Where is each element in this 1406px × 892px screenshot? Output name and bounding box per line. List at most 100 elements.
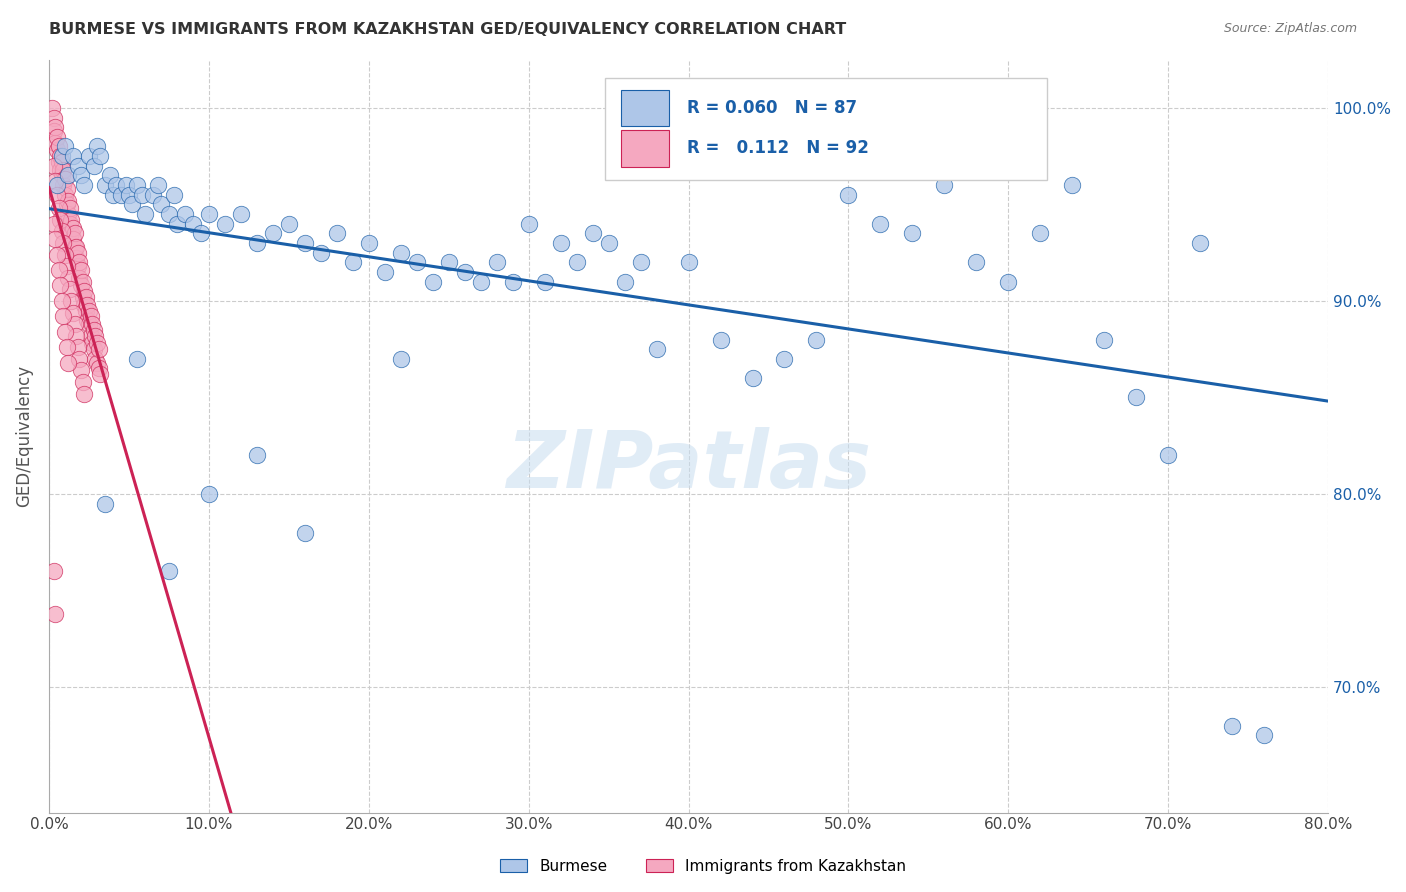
- Point: [517, 217, 540, 231]
- Point: [73, 298, 96, 312]
- Point: [51, 169, 73, 183]
- Point: [53, 325, 76, 339]
- Y-axis label: GED/Equivalency: GED/Equivalency: [15, 365, 32, 508]
- Point: [1157, 449, 1180, 463]
- Point: [73, 178, 96, 192]
- Point: [42, 124, 65, 138]
- Point: [66, 245, 89, 260]
- Point: [437, 255, 460, 269]
- Point: [46, 144, 69, 158]
- Point: [110, 187, 132, 202]
- Point: [198, 487, 221, 501]
- Point: [67, 270, 90, 285]
- Point: [309, 245, 332, 260]
- Point: [76, 313, 98, 327]
- Point: [82, 317, 104, 331]
- Point: [84, 328, 107, 343]
- Point: [294, 235, 316, 250]
- Point: [66, 259, 89, 273]
- Point: [73, 285, 96, 299]
- Point: [1029, 227, 1052, 241]
- Point: [121, 197, 143, 211]
- Point: [1220, 719, 1243, 733]
- Point: [357, 235, 380, 250]
- Point: [86, 336, 108, 351]
- Point: [48, 139, 70, 153]
- Point: [645, 342, 668, 356]
- Point: [246, 235, 269, 250]
- Point: [56, 194, 79, 208]
- Point: [55, 340, 77, 354]
- Point: [62, 149, 84, 163]
- Point: [70, 278, 93, 293]
- Point: [44, 174, 66, 188]
- Point: [51, 155, 73, 169]
- Point: [146, 178, 169, 192]
- Point: [229, 207, 252, 221]
- Point: [51, 293, 73, 308]
- Point: [52, 310, 75, 324]
- Point: [67, 255, 90, 269]
- Point: [565, 255, 588, 269]
- Point: [42, 217, 65, 231]
- Point: [56, 207, 79, 221]
- Point: [342, 255, 364, 269]
- Point: [806, 333, 828, 347]
- Point: [1253, 728, 1275, 742]
- Point: [52, 235, 75, 250]
- Point: [1189, 235, 1212, 250]
- Point: [70, 363, 93, 377]
- Point: [44, 120, 66, 135]
- Point: [44, 136, 66, 150]
- Point: [741, 371, 763, 385]
- Point: [114, 178, 136, 192]
- Point: [55, 259, 77, 273]
- Point: [44, 232, 66, 246]
- Point: [60, 227, 83, 241]
- Point: [79, 328, 101, 343]
- Point: [277, 217, 299, 231]
- Point: [98, 169, 121, 183]
- Point: [86, 139, 108, 153]
- Point: [79, 310, 101, 324]
- Point: [125, 351, 148, 366]
- Point: [166, 217, 188, 231]
- Point: [63, 227, 86, 241]
- Point: [44, 607, 66, 621]
- Point: [773, 351, 796, 366]
- Point: [502, 275, 524, 289]
- Point: [62, 232, 84, 246]
- Point: [75, 290, 97, 304]
- Point: [48, 263, 70, 277]
- Point: [67, 351, 90, 366]
- Point: [105, 178, 128, 192]
- Point: [75, 303, 97, 318]
- Point: [77, 317, 100, 331]
- Point: [46, 247, 69, 261]
- Point: [77, 303, 100, 318]
- FancyBboxPatch shape: [621, 90, 669, 126]
- Point: [72, 375, 94, 389]
- Point: [56, 169, 79, 183]
- Point: [87, 342, 110, 356]
- Point: [49, 162, 72, 177]
- Point: [49, 212, 72, 227]
- Point: [63, 240, 86, 254]
- FancyBboxPatch shape: [606, 78, 1046, 180]
- Point: [46, 178, 69, 192]
- Point: [70, 263, 93, 277]
- Point: [198, 207, 221, 221]
- Point: [55, 197, 77, 211]
- Point: [63, 317, 86, 331]
- Point: [101, 187, 124, 202]
- Point: [181, 217, 204, 231]
- Point: [52, 162, 75, 177]
- Point: [53, 187, 76, 202]
- Point: [613, 275, 636, 289]
- Point: [389, 351, 412, 366]
- Point: [49, 149, 72, 163]
- Text: R = 0.060   N = 87: R = 0.060 N = 87: [688, 99, 858, 117]
- Point: [163, 187, 186, 202]
- Point: [454, 265, 477, 279]
- Text: R =   0.112   N = 92: R = 0.112 N = 92: [688, 139, 869, 158]
